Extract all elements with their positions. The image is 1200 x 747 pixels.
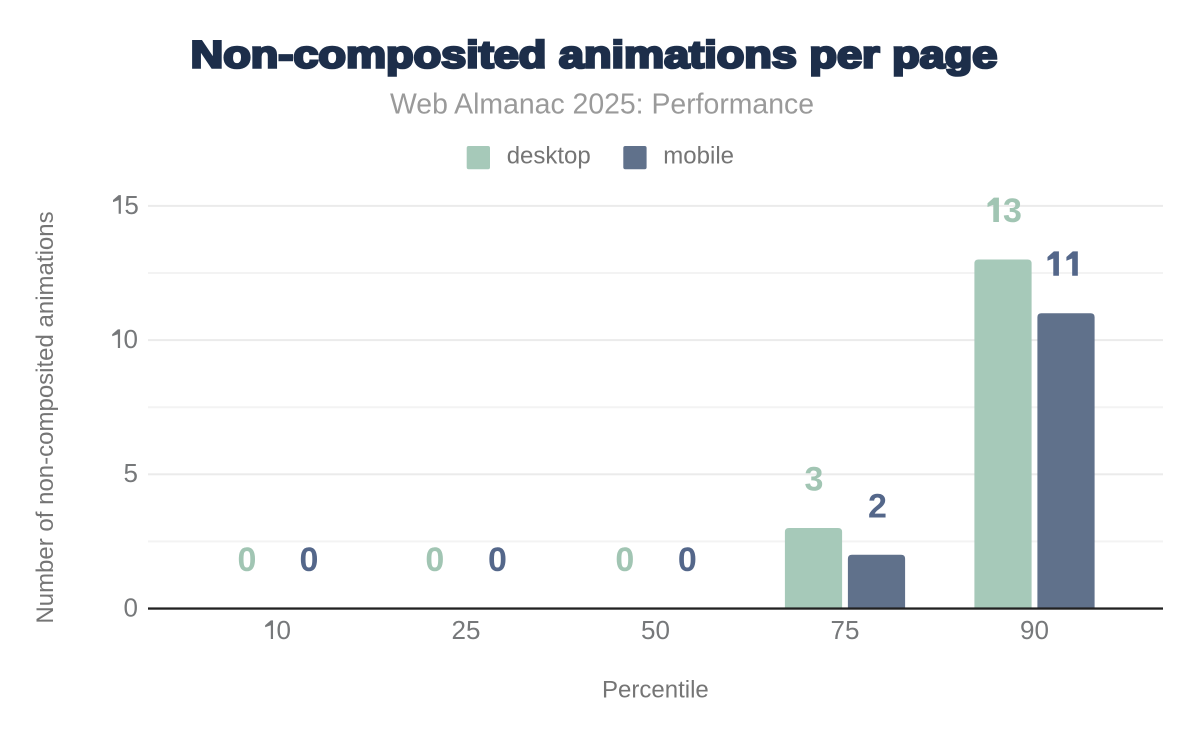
svg-text:5: 5 xyxy=(124,458,138,488)
svg-text:75: 75 xyxy=(831,615,860,645)
svg-text:0: 0 xyxy=(124,592,138,622)
svg-text:3: 3 xyxy=(1003,192,1022,230)
svg-text:3: 3 xyxy=(805,461,824,499)
svg-text:0: 0 xyxy=(488,541,507,579)
svg-text:0: 0 xyxy=(425,541,444,579)
svg-text:Non-composited animations per: Non-composited animations per page xyxy=(191,33,998,76)
svg-text:25: 25 xyxy=(452,615,481,645)
svg-text:0: 0 xyxy=(237,541,256,579)
svg-text:2: 2 xyxy=(868,487,887,525)
svg-text:0: 0 xyxy=(615,541,634,579)
svg-text:0: 0 xyxy=(300,541,319,579)
svg-text:90: 90 xyxy=(1020,615,1049,645)
svg-text:5: 5 xyxy=(124,190,138,220)
svg-text:Web Almanac 2025: Performance: Web Almanac 2025: Performance xyxy=(390,89,814,121)
svg-text:0: 0 xyxy=(678,541,697,579)
svg-text:mobile: mobile xyxy=(663,142,734,169)
svg-text:Number of non-composited anima: Number of non-composited animations xyxy=(32,211,59,623)
svg-text:Percentile: Percentile xyxy=(602,677,709,704)
svg-text:desktop: desktop xyxy=(507,142,591,169)
svg-text:0: 0 xyxy=(276,615,290,645)
svg-text:0: 0 xyxy=(124,324,138,354)
svg-text:50: 50 xyxy=(641,615,670,645)
